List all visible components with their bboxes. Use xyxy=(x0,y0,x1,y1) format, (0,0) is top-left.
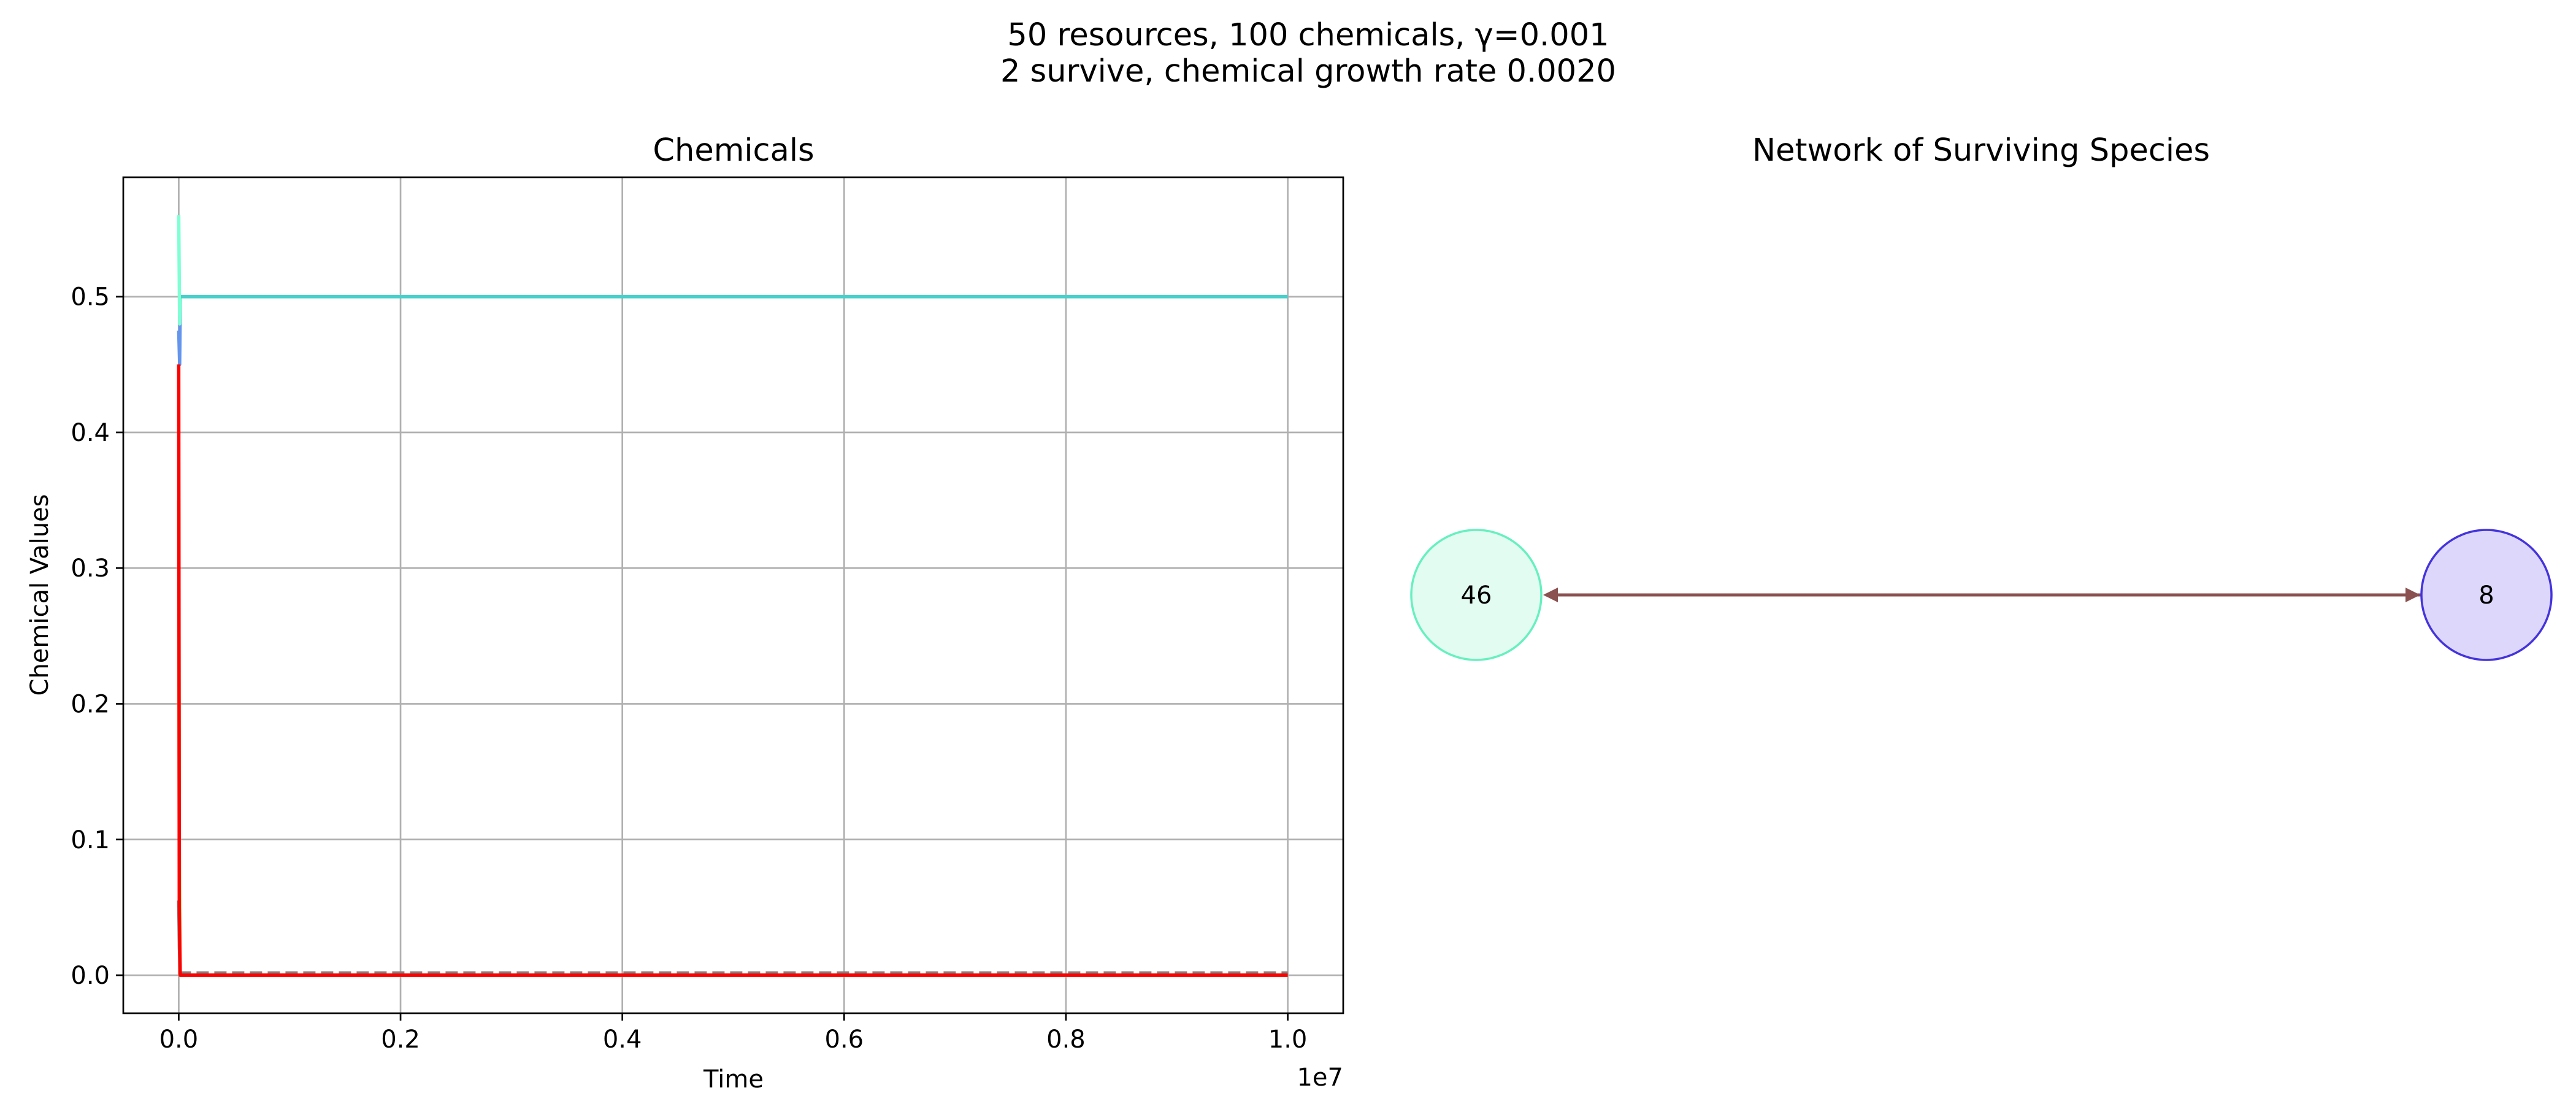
arrowhead-right xyxy=(2405,588,2420,602)
x-tick-label: 0.8 xyxy=(1046,1025,1086,1054)
series-lines xyxy=(177,215,1288,977)
network-node: 8 xyxy=(2420,529,2553,661)
chemicals-chart-title: Chemicals xyxy=(653,132,814,169)
y-tick-label: 0.2 xyxy=(71,691,110,719)
suptitle-line-2: 2 survive, chemical growth rate 0.0020 xyxy=(1000,53,1616,90)
y-tick-label: 0.1 xyxy=(71,826,110,854)
arrowhead-left xyxy=(1543,588,1558,602)
x-tick-label: 0.6 xyxy=(825,1025,864,1054)
network-node: 46 xyxy=(1410,529,1543,661)
series-line xyxy=(177,500,1288,977)
network-chart-title: Network of Surviving Species xyxy=(1752,132,2210,169)
x-axis-label: Time xyxy=(703,1065,764,1094)
node-label: 8 xyxy=(2478,581,2494,610)
x-ticks: 0.0 0.2 0.4 0.6 0.8 1.0 xyxy=(159,1013,1308,1054)
x-scale-label: 1e7 xyxy=(1297,1064,1343,1092)
chemicals-chart: Chemicals 0.0 0.2 0.4 0.6 0.8 1.0 0.00.10.20.… xyxy=(26,132,1344,1094)
x-tick-label: 0.0 xyxy=(159,1025,199,1054)
node-circle xyxy=(1410,529,1543,661)
y-ticks: 0.0 0.1 0.2 0.3 0.4 0.5 xyxy=(71,283,123,990)
series-line xyxy=(177,215,1288,326)
x-tick-label: 0.2 xyxy=(381,1025,420,1054)
y-tick-label: 0.3 xyxy=(71,554,110,583)
node-label: 46 xyxy=(1461,581,1492,610)
plot-frame xyxy=(122,176,1344,1014)
series-line xyxy=(177,364,1288,977)
series-line xyxy=(177,294,1288,367)
network-edge xyxy=(1543,588,2421,602)
y-axis-label: Chemical Values xyxy=(26,494,54,696)
y-tick-label: 0.4 xyxy=(71,419,110,447)
y-tick-label: 0.0 xyxy=(71,962,110,990)
y-tick-label: 0.5 xyxy=(71,283,110,312)
series-line xyxy=(177,900,1288,977)
suptitle-line-1: 50 resources, 100 chemicals, γ=0.001 xyxy=(1007,17,1609,53)
node-circle xyxy=(2420,529,2553,661)
x-tick-label: 0.4 xyxy=(603,1025,642,1054)
network-chart: Network of Surviving Species 46 8 xyxy=(1410,132,2553,661)
x-tick-label: 1.0 xyxy=(1268,1025,1308,1054)
grid xyxy=(123,177,1343,1013)
